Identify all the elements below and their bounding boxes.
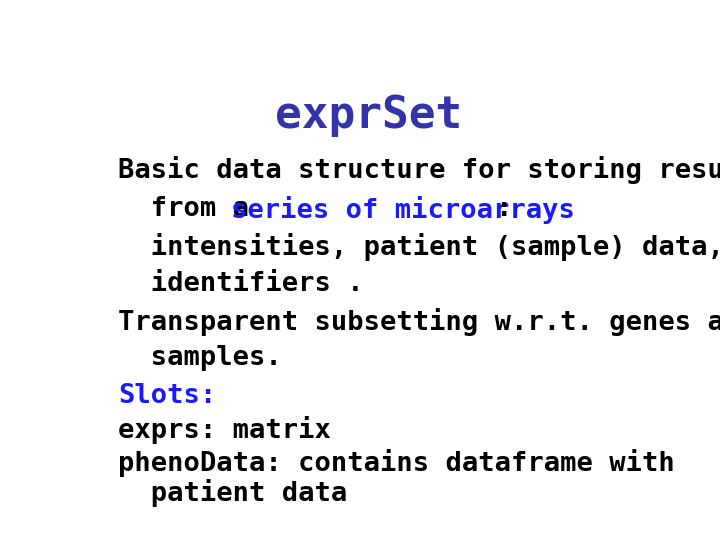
Text: identifiers .: identifiers . <box>118 271 364 296</box>
Text: patient data: patient data <box>118 478 347 507</box>
Text: exprs: matrix: exprs: matrix <box>118 416 330 444</box>
Text: Transparent subsetting w.r.t. genes and: Transparent subsetting w.r.t. genes and <box>118 308 720 336</box>
Text: from a: from a <box>118 196 265 222</box>
Text: series of microarrays: series of microarrays <box>231 196 575 224</box>
Text: exprSet: exprSet <box>275 94 463 137</box>
Text: :: : <box>496 196 513 222</box>
Text: samples.: samples. <box>118 346 282 372</box>
Text: phenoData: contains dataframe with: phenoData: contains dataframe with <box>118 449 675 477</box>
Text: Basic data structure for storing results: Basic data structure for storing results <box>118 156 720 184</box>
Text: intensities, patient (sample) data, gene: intensities, patient (sample) data, gene <box>118 233 720 261</box>
Text: Slots:: Slots: <box>118 383 216 409</box>
